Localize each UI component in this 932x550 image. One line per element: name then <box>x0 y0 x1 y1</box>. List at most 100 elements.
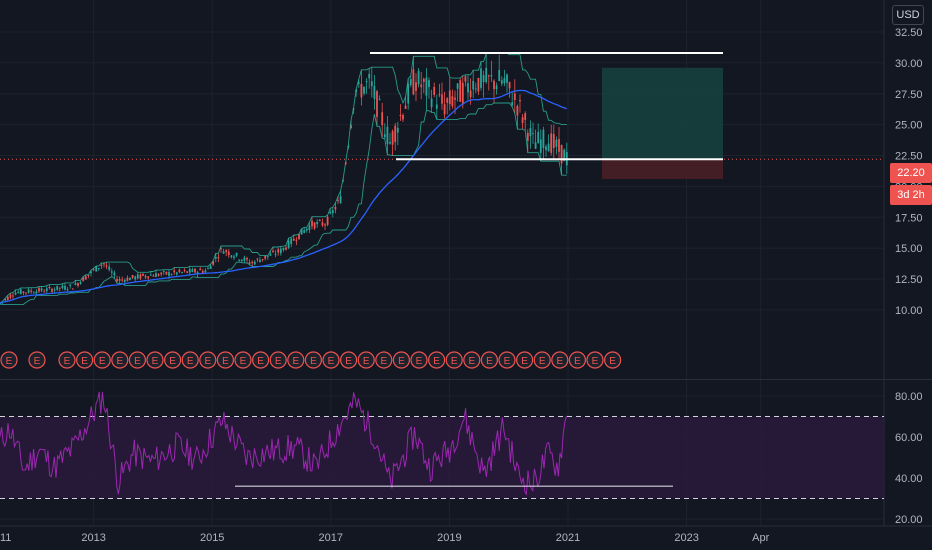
candle-body <box>227 251 230 256</box>
earnings-marker-label: E <box>521 356 528 367</box>
price-axis-label: 32.50 <box>895 27 923 39</box>
candle-body <box>100 265 103 267</box>
candle-body <box>149 274 152 276</box>
candle-body <box>136 274 139 279</box>
earnings-marker <box>445 351 463 369</box>
candle-body <box>290 238 293 244</box>
earnings-marker-label: E <box>6 356 13 367</box>
candle-body <box>285 247 287 250</box>
earnings-marker-label: E <box>574 356 581 367</box>
earnings-marker <box>93 351 111 369</box>
candle-body <box>152 275 155 277</box>
candle-body <box>282 247 285 250</box>
price-axis-label: 10.00 <box>895 305 923 317</box>
candle-body <box>64 285 66 290</box>
bar-countdown-badge: 3d 2h <box>890 185 932 205</box>
candle-body <box>230 255 233 258</box>
candle-body <box>506 74 508 83</box>
candle-body <box>318 220 321 222</box>
time-axis-label: 2021 <box>556 532 580 544</box>
earnings-marker <box>0 351 18 369</box>
candle-body <box>334 206 337 210</box>
earnings-marker-label: E <box>433 356 440 367</box>
candle-body <box>126 277 129 281</box>
candle-body <box>181 272 183 274</box>
earnings-marker <box>322 351 340 369</box>
candle-body <box>256 258 259 260</box>
candle-body <box>84 276 87 280</box>
candle-body <box>459 80 462 102</box>
time-axis-label: 2019 <box>437 532 461 544</box>
candle-body <box>407 84 410 104</box>
earnings-marker <box>568 351 587 369</box>
candle-body <box>503 78 506 84</box>
candle-body <box>480 68 482 88</box>
rsi-axis-label: 80.00 <box>895 391 923 403</box>
candle-body <box>391 131 394 145</box>
earnings-marker-label: E <box>468 356 475 367</box>
candle-body <box>469 90 472 97</box>
earnings-marker <box>181 351 199 369</box>
candle-body <box>82 277 85 282</box>
candle-body <box>173 270 176 273</box>
candle-body <box>178 269 181 272</box>
candle-body <box>71 288 74 290</box>
candle-body <box>545 146 547 151</box>
candle-body <box>266 255 269 257</box>
earnings-marker-label: E <box>34 356 41 367</box>
earnings-marker <box>75 351 94 369</box>
earnings-marker <box>463 351 481 369</box>
candle-body <box>329 211 332 214</box>
candle-body <box>563 149 566 162</box>
candle-body <box>48 287 51 289</box>
candle-body <box>121 279 124 281</box>
earnings-marker <box>146 351 164 369</box>
earnings-marker <box>128 351 146 369</box>
candle-body <box>389 142 391 144</box>
earnings-marker <box>199 351 217 369</box>
candle-body <box>313 222 316 229</box>
candle-body <box>14 292 17 295</box>
candle-body <box>274 253 277 255</box>
candle-body <box>305 228 308 231</box>
candle-body <box>456 83 459 89</box>
candle-body <box>110 271 113 273</box>
candle-body <box>412 69 415 95</box>
candle-body <box>524 113 527 120</box>
earnings-marker-label: E <box>345 356 352 367</box>
candle-body <box>396 127 399 133</box>
target-zone <box>602 67 723 160</box>
candle-body <box>108 266 111 270</box>
candle-body <box>123 279 126 282</box>
candle-body <box>188 269 191 273</box>
candle-body <box>32 292 35 294</box>
price-axis-label: 30.00 <box>895 58 923 70</box>
candle-body <box>170 274 173 276</box>
candle-body <box>235 252 238 256</box>
earnings-marker <box>304 351 322 369</box>
candle-body <box>118 279 121 281</box>
moving-average-line <box>0 89 568 304</box>
candlestick-series <box>0 53 568 305</box>
candle-body <box>40 288 43 291</box>
rsi-axis-label: 20.00 <box>895 514 923 526</box>
candle-body <box>532 133 534 135</box>
candle-body <box>324 224 326 226</box>
candle-body <box>357 82 360 84</box>
currency-label[interactable]: USD <box>892 5 924 25</box>
candle-body <box>472 80 475 90</box>
earnings-marker <box>498 351 516 369</box>
candle-body <box>212 261 215 265</box>
candle-body <box>373 85 376 99</box>
candle-body <box>92 269 95 271</box>
earnings-marker <box>234 351 252 369</box>
rsi-line <box>0 391 567 496</box>
candle-body <box>287 240 290 249</box>
earnings-marker <box>252 351 270 369</box>
candle-body <box>12 295 14 297</box>
earnings-marker <box>551 351 569 369</box>
earnings-marker <box>586 351 604 369</box>
earnings-marker-label: E <box>556 356 563 367</box>
candle-body <box>521 117 524 123</box>
